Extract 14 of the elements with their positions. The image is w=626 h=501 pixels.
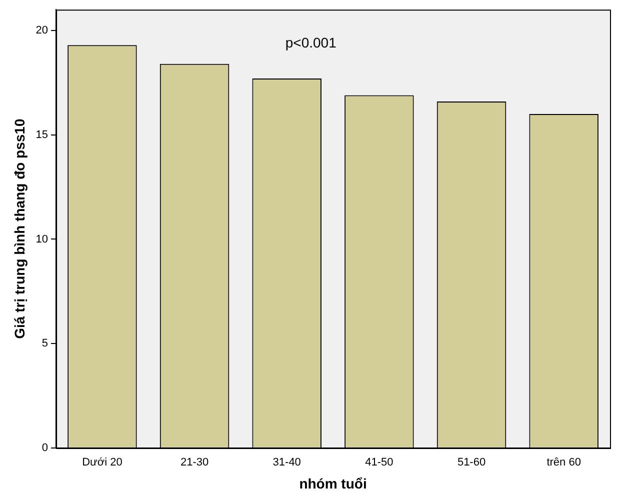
y-tick-label: 10 [36, 233, 48, 246]
x-tick-label: 21-30 [180, 456, 209, 469]
y-tick-label: 0 [42, 442, 48, 454]
x-tick-label: 31-40 [272, 456, 301, 469]
annotation: p<0.001 [285, 34, 337, 50]
x-tick-label: Dưới 20 [82, 456, 122, 469]
y-tick-label: 5 [42, 338, 48, 350]
y-axis-title: Giá trị trung bình thang đo pss10 [11, 118, 28, 339]
y-tick-label: 20 [36, 24, 48, 37]
y-tick-label: 15 [36, 128, 48, 141]
x-tick-label: 41-50 [365, 456, 394, 469]
x-axis-title: nhóm tuổi [299, 475, 367, 492]
x-tick-label: trên 60 [546, 456, 581, 469]
x-tick-label: 51-60 [457, 456, 486, 469]
